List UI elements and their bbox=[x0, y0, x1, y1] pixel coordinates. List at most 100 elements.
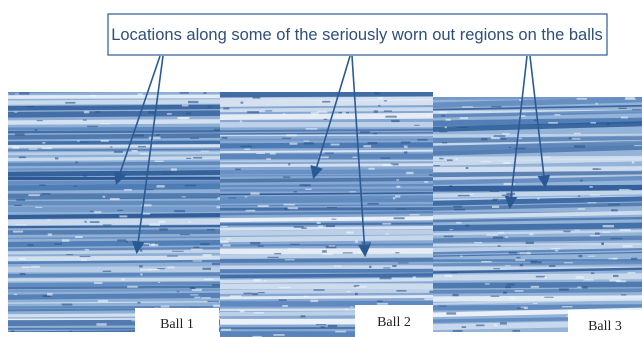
surface-speck bbox=[582, 286, 587, 288]
surface-speck bbox=[380, 277, 392, 279]
surface-speck bbox=[494, 135, 506, 137]
surface-speck bbox=[245, 196, 248, 197]
surface-speck bbox=[117, 239, 126, 241]
surface-speck bbox=[305, 189, 311, 190]
surface-speck bbox=[75, 162, 78, 164]
surface-speck bbox=[16, 199, 25, 201]
surface-speck bbox=[279, 287, 290, 288]
surface-speck bbox=[138, 93, 143, 95]
surface-speck bbox=[396, 186, 400, 188]
surface-speck bbox=[13, 231, 23, 233]
wear-stripe bbox=[220, 139, 433, 141]
surface-speck bbox=[73, 186, 77, 187]
surface-speck bbox=[321, 326, 325, 328]
surface-speck bbox=[454, 209, 465, 211]
surface-speck bbox=[578, 195, 580, 197]
surface-speck bbox=[35, 207, 42, 208]
surface-speck bbox=[19, 92, 29, 94]
figure: Ball 1 Ball 2 Ball 3 Locations along som… bbox=[0, 0, 642, 337]
surface-speck bbox=[458, 195, 470, 196]
surface-speck bbox=[510, 297, 515, 299]
surface-speck bbox=[544, 297, 553, 298]
surface-speck bbox=[452, 294, 458, 296]
surface-speck bbox=[462, 326, 466, 328]
surface-speck bbox=[378, 97, 383, 99]
surface-speck bbox=[619, 189, 629, 191]
surface-speck bbox=[590, 122, 596, 124]
surface-speck bbox=[355, 241, 358, 243]
wear-stripe bbox=[8, 95, 220, 99]
surface-speck bbox=[80, 142, 88, 143]
surface-speck bbox=[383, 164, 393, 166]
surface-speck bbox=[290, 244, 299, 245]
surface-speck bbox=[100, 123, 110, 124]
surface-speck bbox=[329, 245, 336, 246]
surface-speck bbox=[207, 106, 211, 107]
surface-speck bbox=[9, 93, 15, 94]
surface-speck bbox=[623, 245, 633, 247]
surface-speck bbox=[427, 114, 429, 116]
surface-speck bbox=[391, 120, 399, 122]
surface-speck bbox=[401, 142, 411, 144]
surface-speck bbox=[190, 138, 199, 139]
surface-speck bbox=[273, 334, 284, 336]
surface-speck bbox=[186, 112, 191, 114]
surface-speck bbox=[94, 282, 102, 284]
surface-speck bbox=[151, 244, 155, 246]
surface-speck bbox=[328, 325, 337, 327]
surface-speck bbox=[228, 197, 236, 198]
surface-speck bbox=[139, 243, 149, 244]
surface-speck bbox=[515, 259, 525, 261]
surface-speck bbox=[620, 229, 631, 231]
surface-speck bbox=[98, 300, 108, 302]
surface-speck bbox=[350, 306, 353, 307]
surface-speck bbox=[481, 138, 487, 140]
surface-speck bbox=[172, 251, 184, 252]
surface-speck bbox=[202, 268, 211, 270]
surface-speck bbox=[149, 137, 161, 139]
surface-speck bbox=[161, 306, 170, 308]
surface-speck bbox=[201, 151, 209, 152]
surface-speck bbox=[396, 290, 406, 292]
surface-speck bbox=[310, 219, 313, 221]
surface-speck bbox=[572, 138, 580, 139]
surface-speck bbox=[564, 262, 573, 263]
surface-speck bbox=[503, 162, 510, 164]
surface-speck bbox=[311, 112, 319, 114]
surface-speck bbox=[96, 323, 106, 325]
ball-1-image bbox=[8, 90, 224, 335]
surface-speck bbox=[223, 107, 229, 109]
wear-stripe bbox=[8, 201, 220, 206]
surface-speck bbox=[377, 303, 388, 305]
surface-speck bbox=[124, 189, 132, 191]
surface-speck bbox=[563, 231, 570, 233]
surface-speck bbox=[346, 231, 353, 233]
surface-speck bbox=[368, 142, 378, 144]
surface-speck bbox=[159, 228, 167, 230]
surface-speck bbox=[66, 254, 73, 255]
surface-speck bbox=[603, 225, 614, 227]
surface-speck bbox=[190, 294, 198, 295]
surface-speck bbox=[465, 225, 469, 227]
surface-speck bbox=[534, 119, 537, 121]
wear-stripe bbox=[8, 266, 220, 272]
surface-speck bbox=[167, 266, 174, 268]
surface-speck bbox=[27, 244, 33, 246]
surface-speck bbox=[361, 242, 371, 244]
surface-speck bbox=[316, 324, 326, 325]
surface-speck bbox=[417, 139, 427, 141]
surface-speck bbox=[282, 305, 288, 307]
surface-speck bbox=[442, 142, 447, 143]
surface-speck bbox=[167, 255, 178, 256]
surface-speck bbox=[186, 158, 191, 159]
surface-speck bbox=[62, 239, 70, 241]
surface-speck bbox=[343, 252, 353, 253]
surface-speck bbox=[27, 106, 34, 107]
surface-speck bbox=[342, 112, 346, 114]
surface-speck bbox=[491, 106, 501, 107]
surface-speck bbox=[489, 191, 499, 192]
surface-speck bbox=[505, 237, 508, 238]
surface-speck bbox=[506, 284, 515, 286]
surface-speck bbox=[241, 146, 252, 148]
surface-speck bbox=[159, 221, 165, 223]
